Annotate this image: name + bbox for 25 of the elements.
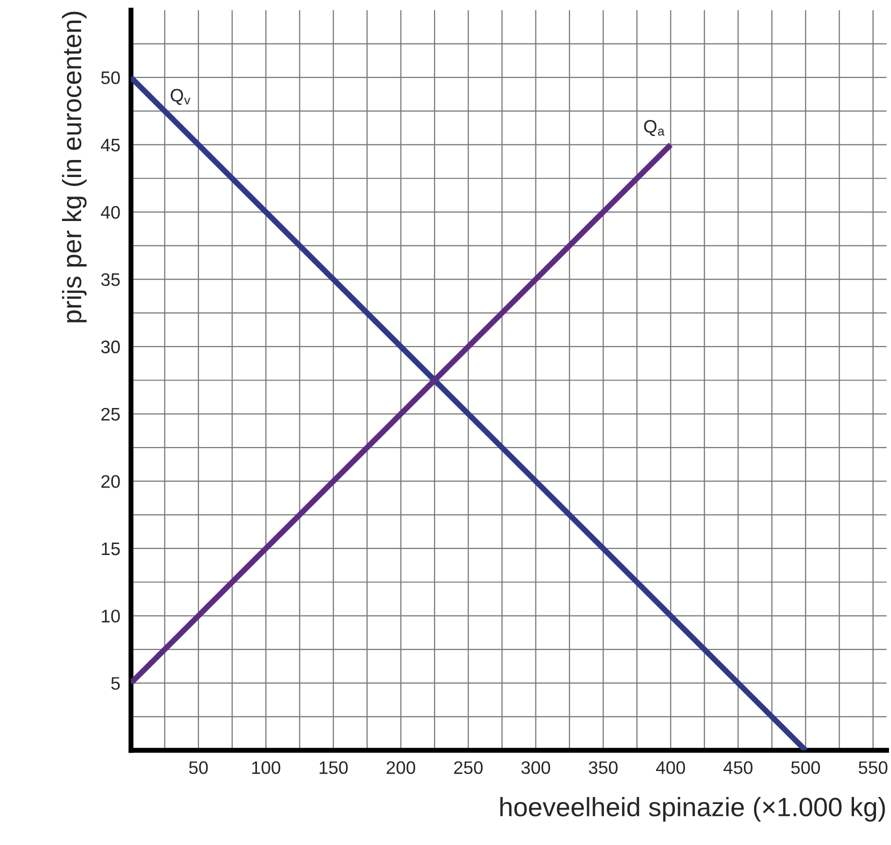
- x-axis-title: hoeveelheid spinazie (×1.000 kg): [500, 797, 885, 822]
- y-tick-label: 30: [101, 340, 120, 354]
- x-tick-label: 350: [588, 761, 618, 774]
- x-tick-label: 550: [858, 761, 888, 774]
- x-tick-label: 450: [723, 761, 752, 774]
- x-tick-label: 500: [791, 761, 820, 774]
- y-tick-label: 20: [101, 475, 120, 488]
- series-label: Q$_{a}$: [644, 120, 665, 136]
- x-tick-label: 50: [189, 761, 208, 774]
- y-tick-label: 15: [102, 542, 120, 556]
- y-tick-label: 5: [111, 677, 120, 690]
- y-tick-label: 10: [102, 610, 120, 622]
- x-tick-label: 250: [454, 761, 483, 774]
- y-tick-label: 35: [101, 273, 120, 286]
- series-label: Q$_{v}$: [170, 88, 190, 105]
- y-tick-label: 40: [100, 206, 120, 219]
- y-tick-label: 25: [101, 408, 120, 421]
- y-tick-label: 45: [100, 138, 120, 152]
- x-tick-label: 150: [320, 761, 348, 774]
- x-tick-label: 300: [521, 761, 550, 774]
- x-tick-label: 100: [252, 761, 280, 774]
- y-axis-title: prijs per kg (in eurocenten): [62, 12, 87, 322]
- x-tick-label: 400: [656, 761, 686, 774]
- x-tick-label: 200: [386, 761, 416, 774]
- y-tick-label: 50: [101, 71, 120, 84]
